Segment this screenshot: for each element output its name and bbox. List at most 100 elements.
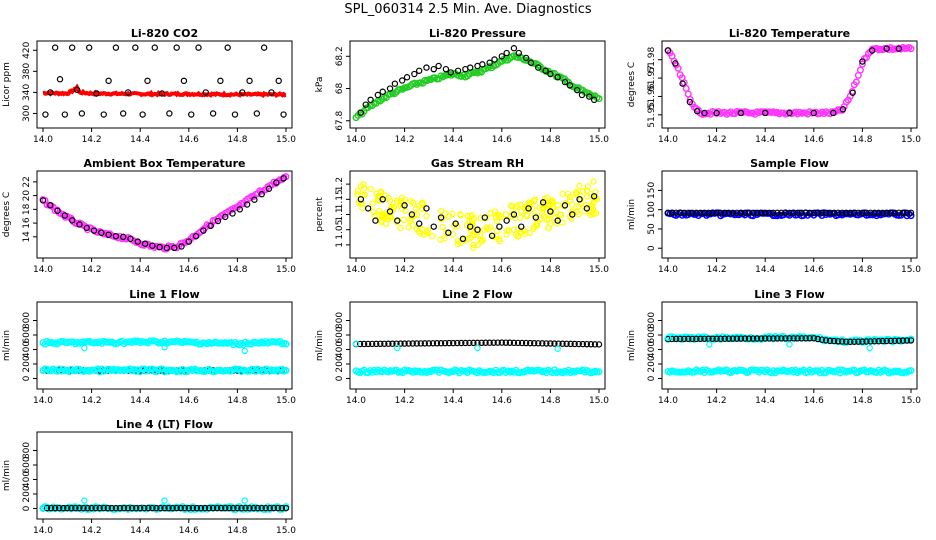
x-tick-label: 14.4 — [443, 396, 463, 406]
data-point — [590, 178, 597, 185]
data-point — [757, 335, 765, 342]
data-point — [689, 209, 696, 216]
data-point — [786, 335, 793, 342]
data-point — [569, 211, 576, 218]
data-point — [725, 209, 732, 216]
data-point — [61, 212, 69, 219]
x-tick-label: 14.6 — [179, 265, 199, 275]
data-point — [185, 238, 192, 245]
data-point — [830, 109, 837, 117]
data-point — [357, 196, 365, 203]
data-point — [429, 340, 437, 347]
data-point — [415, 67, 423, 74]
x-tick-label: 15.0 — [589, 396, 609, 406]
data-point — [454, 240, 461, 248]
x-tick-label: 14.4 — [755, 135, 775, 145]
data-point — [875, 337, 882, 345]
data-point — [165, 504, 172, 512]
data-point — [80, 504, 87, 512]
x-tick-label: 14.8 — [227, 135, 247, 145]
data-point — [439, 224, 446, 231]
data-point — [554, 202, 562, 209]
data-point — [231, 111, 239, 118]
data-point — [806, 335, 813, 342]
data-point — [173, 504, 180, 512]
data-point — [525, 205, 532, 212]
plot-frame — [661, 40, 918, 129]
data-point — [457, 211, 464, 218]
data-point — [790, 209, 797, 216]
data-point — [185, 504, 192, 512]
data-point — [467, 64, 474, 71]
data-point — [481, 226, 488, 233]
data-point — [56, 76, 64, 83]
x-tick-label: 14.2 — [82, 135, 102, 145]
data-point — [42, 111, 49, 118]
data-point — [595, 341, 603, 348]
x-tick-label: 14.4 — [755, 396, 775, 406]
data-point — [567, 340, 574, 348]
data-point — [437, 340, 445, 347]
data-point — [814, 335, 822, 343]
data-point — [367, 96, 374, 104]
x-tick-label: 14.6 — [804, 265, 824, 275]
data-point — [741, 209, 749, 216]
panel-title: Li-820 CO2 — [131, 27, 198, 40]
data-point — [545, 216, 553, 223]
data-point — [100, 504, 107, 512]
data-point — [469, 244, 477, 252]
data-point — [84, 504, 91, 512]
data-point — [275, 77, 282, 85]
x-tick-label: 14.0 — [346, 396, 366, 406]
data-point — [701, 335, 708, 342]
x-tick-label: 14.0 — [658, 265, 678, 275]
data-point — [214, 217, 222, 225]
data-point — [474, 241, 481, 249]
data-point — [576, 196, 583, 203]
data-point — [398, 198, 405, 205]
data-point — [224, 44, 231, 51]
series-rh-2-5-min- — [357, 193, 598, 243]
data-point — [859, 58, 866, 65]
plot-frame — [661, 301, 918, 390]
data-point — [369, 340, 376, 348]
data-point — [713, 209, 720, 216]
data-point — [859, 338, 866, 345]
data-point — [254, 504, 261, 512]
y-tick-label: 800 — [335, 312, 345, 329]
data-point — [397, 224, 404, 232]
data-point — [361, 191, 368, 199]
data-point — [774, 335, 781, 342]
data-point — [112, 504, 120, 512]
data-point — [514, 339, 522, 347]
data-point — [672, 209, 680, 216]
data-point — [591, 341, 599, 348]
y-tick-label: 150 — [647, 182, 657, 199]
panel-0: Li-820 CO2 Licor ppm 14.0 14.2 14.4 14.6 14.8 1… — [2, 27, 296, 145]
data-point — [535, 64, 542, 71]
data-point — [119, 110, 127, 117]
data-point — [197, 504, 205, 512]
data-point — [559, 340, 566, 347]
data-point — [398, 77, 406, 84]
data-point — [855, 338, 862, 345]
data-point — [697, 335, 704, 343]
panel-6: Line 1 Flow ml/min 14.0 14.2 14.4 14.6 14.8 15.… — [2, 288, 296, 406]
data-point — [357, 183, 364, 190]
data-point — [686, 98, 694, 106]
data-point — [681, 335, 688, 343]
plot-frame — [36, 301, 293, 390]
data-point — [668, 209, 676, 216]
data-point — [517, 201, 524, 208]
data-point — [685, 335, 692, 343]
data-point — [830, 209, 838, 216]
data-point — [682, 85, 690, 93]
series-line-3-baseline — [664, 366, 915, 377]
x-tick-label: 15.0 — [901, 135, 921, 145]
data-point — [514, 233, 521, 240]
data-point — [568, 208, 575, 216]
data-point — [241, 497, 248, 504]
data-point — [571, 340, 578, 348]
series-line-4-outliers — [39, 497, 248, 512]
x-tick-label: 14.6 — [492, 265, 512, 275]
